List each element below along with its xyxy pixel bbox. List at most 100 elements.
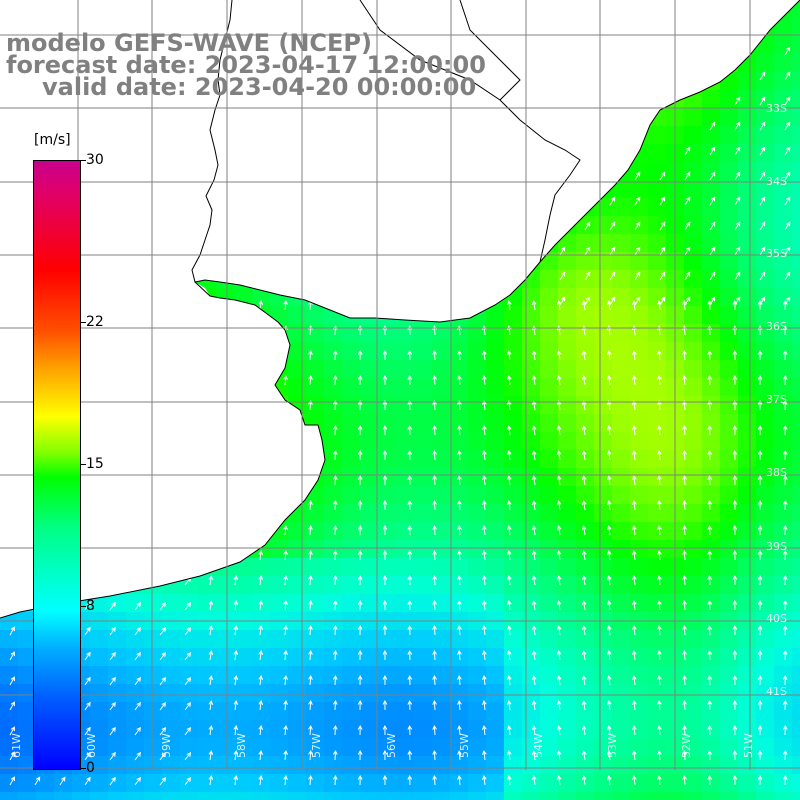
- field-cell: [720, 342, 739, 361]
- wind-arrow: [407, 749, 413, 761]
- wind-arrow: [432, 399, 437, 411]
- field-cell: [540, 486, 559, 505]
- field-cell: [432, 360, 451, 379]
- wind-arrow: [308, 399, 313, 411]
- wind-arrow: [382, 424, 388, 436]
- wind-arrow: [457, 375, 462, 386]
- wind-arrow: [159, 701, 167, 711]
- wind-arrow: [357, 524, 363, 536]
- field-cell: [648, 324, 667, 343]
- lon-label: 60W: [85, 733, 98, 758]
- field-cell: [774, 162, 793, 181]
- wind-arrow: [184, 602, 192, 611]
- wind-arrow: [506, 600, 512, 611]
- field-cell: [774, 306, 793, 325]
- wind-arrow: [432, 374, 437, 386]
- field-cell: [720, 522, 739, 541]
- wind-arrow: [634, 221, 641, 231]
- field-cell: [594, 720, 613, 739]
- field-cell: [774, 468, 793, 487]
- wind-arrow: [757, 449, 763, 461]
- field-cell: [756, 504, 775, 523]
- field-cell: [756, 720, 775, 739]
- field-cell: [216, 576, 235, 595]
- field-cell: [234, 666, 253, 685]
- field-cell: [324, 414, 343, 433]
- field-cell: [504, 648, 523, 667]
- field-cell: [522, 378, 541, 397]
- wind-arrow: [682, 399, 687, 411]
- field-cell: [774, 36, 793, 55]
- field-cell: [432, 540, 451, 559]
- field-cell: [396, 396, 415, 415]
- field-cell: [252, 666, 271, 685]
- wind-arrow: [432, 349, 437, 361]
- field-cell: [774, 756, 793, 775]
- field-cell: [432, 648, 451, 667]
- field-cell: [774, 360, 793, 379]
- field-cell: [504, 324, 523, 343]
- wind-arrow: [707, 374, 713, 386]
- field-cell: [738, 684, 757, 703]
- field-cell: [792, 180, 800, 199]
- field-cell: [792, 270, 800, 289]
- wind-arrow: [784, 296, 791, 306]
- field-cell: [576, 558, 595, 577]
- wind-arrow: [606, 500, 612, 511]
- field-cell: [432, 378, 451, 397]
- field-cell: [738, 486, 757, 505]
- field-cell: [648, 522, 667, 541]
- field-cell: [270, 666, 289, 685]
- field-cell: [108, 738, 127, 757]
- field-cell: [738, 792, 757, 800]
- field-cell: [324, 540, 343, 559]
- field-cell: [612, 738, 631, 757]
- field-cell: [234, 756, 253, 775]
- field-cell: [684, 594, 703, 613]
- wind-arrow: [581, 625, 587, 636]
- field-cell: [756, 702, 775, 721]
- field-cell: [396, 792, 415, 800]
- field-cell: [522, 594, 541, 613]
- wind-arrow: [258, 725, 264, 736]
- wind-arrow: [682, 774, 687, 786]
- field-cell: [396, 720, 415, 739]
- field-cell: [468, 450, 487, 469]
- field-cell: [792, 738, 800, 757]
- field-cell: [324, 648, 343, 667]
- field-cell: [756, 306, 775, 325]
- wind-arrow: [382, 724, 388, 736]
- field-cell: [396, 504, 415, 523]
- wind-arrow: [707, 449, 713, 461]
- field-cell: [756, 270, 775, 289]
- field-cell: [396, 666, 415, 685]
- wind-arrow: [757, 549, 763, 561]
- field-cell: [144, 720, 163, 739]
- wind-arrow: [233, 750, 239, 761]
- field-cell: [540, 342, 559, 361]
- field-cell: [288, 324, 307, 343]
- wind-arrow: [457, 700, 462, 711]
- field-cell: [630, 396, 649, 415]
- field-cell: [198, 630, 217, 649]
- field-cell: [720, 90, 739, 109]
- field-cell: [288, 306, 307, 325]
- field-cell: [468, 522, 487, 541]
- wind-arrow: [659, 196, 666, 206]
- field-cell: [792, 324, 800, 343]
- wind-arrow: [457, 425, 462, 436]
- field-cell: [540, 324, 559, 343]
- wind-arrow: [382, 649, 388, 661]
- wind-arrow: [657, 450, 662, 461]
- wind-arrow: [584, 271, 591, 281]
- wind-arrow: [556, 575, 562, 586]
- wind-arrow: [233, 725, 239, 736]
- wind-arrow: [556, 475, 562, 486]
- field-cell: [684, 738, 703, 757]
- field-cell: [738, 198, 757, 217]
- field-cell: [378, 594, 397, 613]
- field-cell: [522, 774, 541, 793]
- field-cell: [468, 486, 487, 505]
- field-cell: [576, 486, 595, 505]
- wind-arrow: [432, 749, 437, 761]
